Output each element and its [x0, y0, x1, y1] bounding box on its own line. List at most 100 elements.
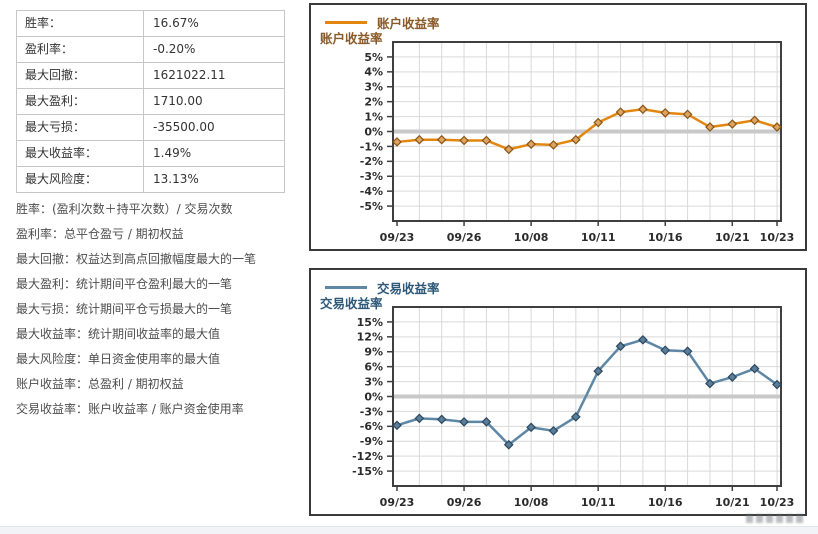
data-point-marker: [772, 122, 782, 132]
trade-return-chart-card: 交易收益率 交易收益率 15% 12% 9% 6% 3% 0% -3% -6% -9% -12% -…: [309, 268, 807, 516]
metric-definition-line: 胜率：(盈利次数＋持平次数）/ 交易次数: [16, 202, 233, 216]
y-tick-label: 12%: [357, 331, 383, 344]
account-return-legend[interactable]: 账户收益率: [325, 13, 440, 32]
stat-value: 13.13%: [153, 172, 199, 186]
data-point-marker: [682, 109, 693, 120]
stat-row: 最大风险度： 13.13%: [17, 167, 284, 193]
data-point-marker: [459, 417, 469, 427]
y-tick-label: -12%: [352, 450, 383, 463]
data-point-marker: [481, 417, 492, 427]
x-tick-label: 09/23: [380, 496, 415, 509]
footer-strip: [0, 526, 818, 534]
metric-definition-line: 最大风险度：单日资金使用率的最大值: [16, 352, 221, 366]
data-point-marker: [749, 363, 760, 374]
stat-label: 最大盈利：: [17, 89, 144, 114]
x-tick-label: 10/11: [581, 231, 616, 244]
data-point-marker: [705, 378, 715, 389]
data-point-marker: [615, 107, 626, 117]
stat-row: 最大回撤： 1621022.11: [17, 63, 284, 89]
account-series-line: [396, 108, 778, 151]
x-tick-label: 10/21: [715, 496, 750, 509]
data-point-marker: [436, 414, 447, 425]
data-point-marker: [392, 420, 402, 431]
stat-label: 最大收益率：: [17, 141, 144, 166]
y-tick-label: 6%: [364, 361, 383, 374]
stat-value: 1.49%: [153, 146, 192, 160]
stat-label: 最大风险度：: [17, 167, 144, 192]
data-point-marker: [481, 135, 492, 146]
data-point-marker: [570, 134, 581, 145]
stat-value: 16.67%: [153, 16, 199, 30]
y-tick-label: 2%: [364, 96, 383, 109]
stat-value: -0.20%: [153, 42, 196, 56]
y-tick-label: 0%: [364, 125, 383, 138]
metric-definition-line: 盈利率：总平仓盈亏 / 期初权益: [16, 227, 184, 241]
legend-label: 交易收益率: [377, 281, 440, 296]
x-tick-label: 10/08: [514, 231, 549, 244]
metric-definition-line: 最大盈利：统计期间平仓盈利最大的一笔: [16, 277, 233, 291]
stat-label: 最大回撤：: [17, 63, 144, 88]
y-tick-label: 1%: [364, 110, 383, 123]
x-tick-label: 09/26: [447, 231, 482, 244]
stat-row: 最大收益率： 1.49%: [17, 141, 284, 167]
x-tick-label: 10/11: [581, 496, 616, 509]
y-tick-label: -15%: [352, 465, 383, 478]
y-tick-label: 3%: [364, 375, 383, 388]
metric-definition-line: 最大亏损：统计期间平仓亏损最大的一笔: [16, 302, 233, 316]
data-point-marker: [526, 422, 536, 433]
data-point-marker: [727, 119, 738, 129]
metric-definitions: 胜率：(盈利次数＋持平次数）/ 交易次数 盈利率：总平仓盈亏 / 期初权益最大回撤…: [16, 197, 306, 422]
x-tick-label: 10/23: [760, 496, 795, 509]
y-tick-label: -5%: [360, 200, 383, 213]
legend-label: 账户收益率: [377, 16, 440, 31]
data-point-marker: [436, 134, 447, 145]
data-point-marker: [548, 425, 559, 436]
watermark-smudge: [746, 514, 804, 523]
stat-label: 最大亏损：: [17, 115, 144, 140]
stat-value: 1621022.11: [153, 68, 226, 82]
data-point-marker: [548, 140, 559, 150]
trade-series-line: [396, 338, 778, 446]
data-point-marker: [392, 137, 402, 147]
y-tick-label: 15%: [357, 316, 383, 329]
data-point-marker: [705, 122, 715, 132]
x-tick-label: 09/26: [447, 496, 482, 509]
y-tick-label: -2%: [360, 155, 383, 168]
account-return-plot: 5% 4% 3% 2%1% 0% -1% -2% -3% -4% -5% 09/23 09/26 10/…: [360, 41, 794, 244]
y-tick-label: 5%: [364, 51, 383, 64]
data-point-marker: [593, 117, 604, 128]
y-tick-label: 0%: [364, 390, 383, 403]
y-tick-label: 4%: [364, 66, 383, 79]
x-tick-label: 10/21: [715, 231, 750, 244]
data-point-marker: [615, 341, 626, 352]
y-tick-label: -9%: [360, 435, 383, 448]
stat-row: 最大亏损： -35500.00: [17, 115, 284, 141]
metric-definition-line: 账户收益率：总盈利 / 期初权益: [16, 377, 184, 391]
metric-definition-line: 最大收益率：统计期间收益率的最大值: [16, 327, 221, 341]
data-point-marker: [749, 115, 760, 126]
stat-label: 胜率：: [17, 11, 144, 36]
stat-row: 胜率： 16.67%: [17, 11, 284, 37]
data-point-marker: [593, 366, 604, 376]
y-tick-label: -6%: [360, 420, 383, 433]
y-tick-label: -1%: [360, 140, 383, 153]
data-point-marker: [638, 104, 648, 115]
legend-line-swatch: [325, 21, 367, 24]
metric-definition-line: 交易收益率：账户收益率 / 账户资金使用率: [16, 402, 244, 416]
data-point-marker: [526, 139, 536, 150]
stats-table: 胜率： 16.67% 盈利率： -0.20% 最大回撤： 1621022.11 最大盈利： 1…: [16, 10, 285, 193]
data-point-marker: [570, 412, 581, 422]
data-point-marker: [660, 345, 671, 356]
x-tick-label: 10/16: [648, 231, 683, 244]
account-return-axis-title: 账户收益率: [320, 31, 383, 46]
trade-return-axis-title: 交易收益率: [320, 296, 383, 311]
data-point-marker: [503, 439, 514, 450]
metric-definition-line: 最大回撤：权益达到高点回撤幅度最大的一笔: [16, 252, 257, 266]
trade-return-legend[interactable]: 交易收益率: [325, 278, 440, 297]
data-point-marker: [660, 108, 671, 118]
y-tick-label: 9%: [364, 346, 383, 359]
y-tick-label: -3%: [360, 405, 383, 418]
stat-value: 1710.00: [153, 94, 203, 108]
y-tick-label: 3%: [364, 81, 383, 94]
